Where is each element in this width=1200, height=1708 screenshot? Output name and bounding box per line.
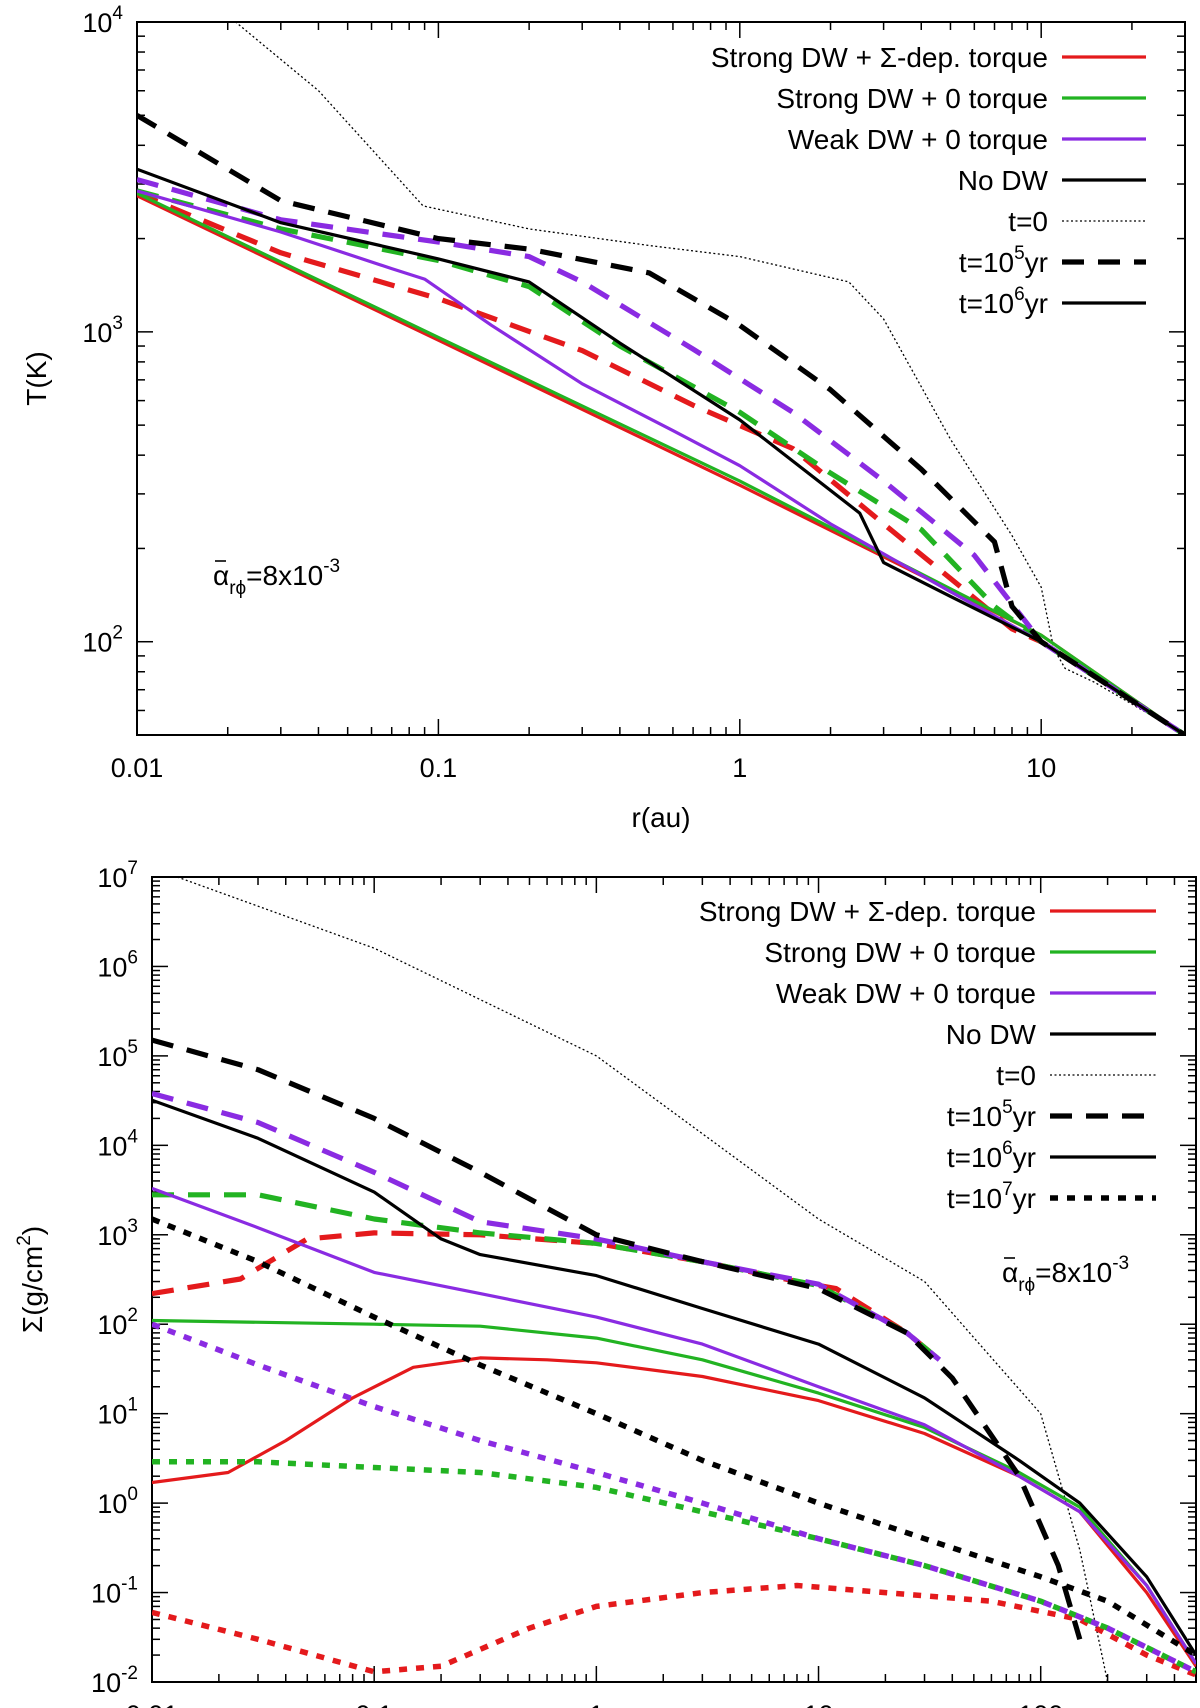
series-group	[152, 877, 1196, 1682]
y-tick-label: 104	[97, 1126, 138, 1161]
series-line-weak_zero-dashed	[152, 1090, 942, 1362]
series-line-strong_zero-solid	[152, 1318, 1196, 1665]
plot-frame	[151, 876, 1197, 1683]
series-line-strong_zero-solid	[137, 191, 1185, 735]
legend-entry: t=0	[996, 1060, 1156, 1091]
alpha-annotation: αrϕ=8x10-3	[1002, 1253, 1129, 1296]
plot-frame	[136, 21, 1186, 736]
legend-label: t=106yr	[947, 1138, 1036, 1173]
x-tick-label: 10	[804, 1700, 834, 1708]
legend-label: Strong DW + Σ-dep. torque	[711, 42, 1048, 73]
series-line-strong_zero-dashed	[152, 1192, 942, 1362]
y-tick-label: 102	[82, 623, 123, 658]
y-axis-label: T(K)	[21, 351, 52, 405]
y-tick-label: 10-2	[91, 1663, 138, 1698]
series-line-weak_zero-solid	[137, 189, 1185, 735]
y-tick-label: 10-1	[91, 1574, 138, 1609]
series-group	[137, 22, 1185, 735]
legend-entry: t=105yr	[959, 243, 1146, 278]
legend-entry: Strong DW + Σ-dep. torque	[699, 896, 1156, 927]
series-line-strong_sigma-dashed	[137, 190, 1185, 735]
panel-temperature: 0.01 0.1 1 10 102 103 104 r(au) T(K) Strong DW + …	[21, 3, 1186, 833]
y-axis-label: Σ(g/cm2)	[14, 1226, 48, 1333]
legend-entry: t=105yr	[947, 1097, 1156, 1132]
legend-entry: t=0	[1008, 206, 1146, 237]
legend-label: t=106yr	[959, 284, 1048, 319]
x-tick-label: 0.1	[355, 1700, 393, 1708]
panel-surface-density: 0.010.111010010-210-11001011021031041051…	[14, 858, 1197, 1708]
y-tick-label: 100	[97, 1484, 138, 1519]
legend-label: No DW	[958, 165, 1049, 196]
series-line-strong_sigma-dashed	[152, 1230, 942, 1362]
legend-label: t=105yr	[959, 243, 1048, 278]
series-line-weak_zero-dotted-bold	[152, 1321, 1196, 1675]
x-tick-label: 10	[1026, 753, 1056, 783]
series-line-no_dw-dashed	[137, 113, 1185, 735]
legend-entry: Weak DW + 0 torque	[776, 978, 1156, 1009]
legend-entry: t=106yr	[947, 1138, 1156, 1173]
legend-label: No DW	[946, 1019, 1037, 1050]
legend: Strong DW + Σ-dep. torque Strong DW + 0 t…	[711, 42, 1146, 319]
legend-label: t=107yr	[947, 1179, 1036, 1214]
x-tick-label: 0.1	[420, 753, 458, 783]
legend-label: Weak DW + 0 torque	[788, 124, 1048, 155]
legend: Strong DW + Σ-dep. torque Strong DW + 0 t…	[699, 896, 1156, 1214]
x-tick-label: 1	[732, 753, 747, 783]
legend-label: Weak DW + 0 torque	[776, 978, 1036, 1009]
legend-label: Strong DW + Σ-dep. torque	[699, 896, 1036, 927]
legend-entry: t=106yr	[959, 284, 1146, 319]
series-line-no_dw-dotted	[177, 877, 1109, 1682]
x-tick-label: 1	[589, 1700, 604, 1708]
legend-label: Strong DW + 0 torque	[776, 83, 1048, 114]
alpha-annotation: αrϕ=8x10-3	[213, 556, 340, 599]
series-line-weak_zero-solid	[152, 1186, 1196, 1665]
x-tick-label: 0.01	[126, 1700, 179, 1708]
series-line-no_dw-dotted	[234, 22, 1185, 735]
legend-label: t=105yr	[947, 1097, 1036, 1132]
y-axis: 102 103 104	[82, 3, 1185, 736]
legend-entry: Strong DW + 0 torque	[764, 937, 1156, 968]
x-tick-label: 0.01	[111, 753, 164, 783]
legend-entry: No DW	[946, 1019, 1156, 1050]
y-tick-label: 103	[82, 313, 123, 348]
y-tick-label: 103	[97, 1216, 138, 1251]
legend-label: t=0	[1008, 206, 1048, 237]
legend-entry: Strong DW + 0 torque	[776, 83, 1146, 114]
series-line-no_dw-solid	[152, 1098, 1196, 1656]
y-tick-label: 102	[97, 1305, 138, 1340]
legend-entry: No DW	[958, 165, 1146, 196]
legend-entry: t=107yr	[947, 1179, 1156, 1214]
y-tick-label: 101	[97, 1395, 138, 1430]
legend-label: t=0	[996, 1060, 1036, 1091]
legend-entry: Weak DW + 0 torque	[788, 124, 1146, 155]
y-tick-label: 105	[97, 1037, 138, 1072]
legend-label: Strong DW + 0 torque	[764, 937, 1036, 968]
series-line-strong_zero-dashed	[137, 188, 1185, 735]
y-tick-label: 106	[97, 947, 138, 982]
series-line-strong_sigma-solid	[152, 1356, 1196, 1668]
x-axis-label: r(au)	[631, 802, 690, 833]
series-line-no_dw-solid	[137, 167, 1185, 735]
series-line-no_dw-dashed	[152, 1037, 1083, 1641]
y-axis: 10-2 10-1 100 101 102 103 104 105 106 107	[91, 858, 1196, 1698]
series-line-weak_zero-dashed	[137, 177, 1185, 735]
y-tick-label: 104	[82, 3, 123, 38]
series-line-no_dw-dotted-bold	[152, 1216, 1196, 1658]
x-axis: 0.01 0.1 1 10	[111, 22, 1186, 783]
x-tick-label: 100	[1018, 1700, 1063, 1708]
legend-entry: Strong DW + Σ-dep. torque	[711, 42, 1146, 73]
y-tick-label: 107	[97, 858, 138, 893]
